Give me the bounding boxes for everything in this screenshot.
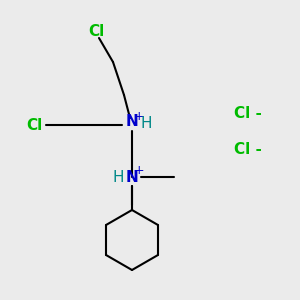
Text: H: H xyxy=(112,170,124,185)
Text: +: + xyxy=(134,110,144,122)
Text: Cl -: Cl - xyxy=(234,106,262,121)
Text: Cl -: Cl - xyxy=(234,142,262,158)
Text: Cl: Cl xyxy=(88,23,104,38)
Text: Cl: Cl xyxy=(26,118,42,133)
Text: +: + xyxy=(134,164,144,178)
Text: H: H xyxy=(140,116,152,130)
Text: N: N xyxy=(126,115,138,130)
Text: N: N xyxy=(126,169,138,184)
